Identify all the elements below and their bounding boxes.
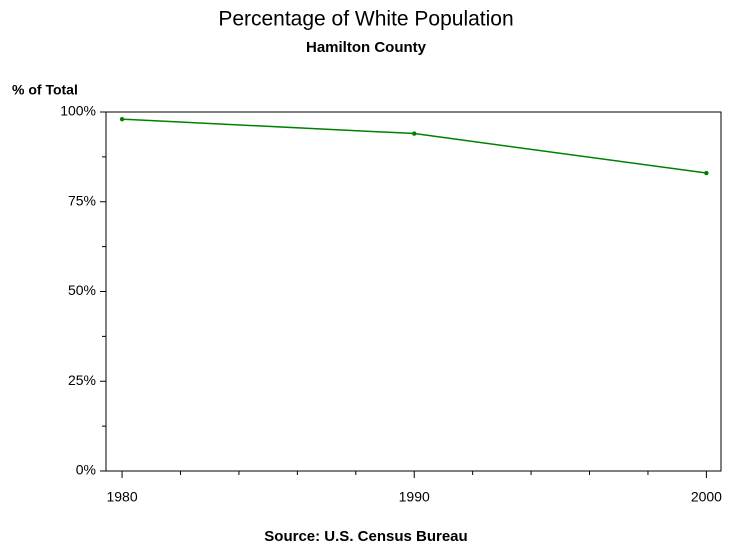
x-tick-label: 1980	[106, 489, 137, 505]
x-tick-label: 2000	[691, 489, 722, 505]
y-tick-label: 25%	[68, 372, 96, 388]
chart-subtitle: Hamilton County	[306, 39, 427, 56]
data-point	[412, 131, 417, 136]
y-tick-label: 100%	[60, 103, 96, 119]
footnote: Source: U.S. Census Bureau	[264, 528, 467, 545]
x-tick-label: 1990	[399, 489, 430, 505]
plot-frame	[105, 111, 722, 472]
y-tick-label: 0%	[76, 462, 96, 478]
y-tick-label: 50%	[68, 282, 96, 298]
data-point	[704, 170, 709, 176]
y-tick-label: 75%	[68, 192, 96, 208]
data-point	[119, 116, 125, 122]
y-axis-label: % of Total	[12, 82, 78, 98]
data-line	[122, 118, 707, 174]
chart-title: Percentage of White Population	[218, 8, 513, 31]
